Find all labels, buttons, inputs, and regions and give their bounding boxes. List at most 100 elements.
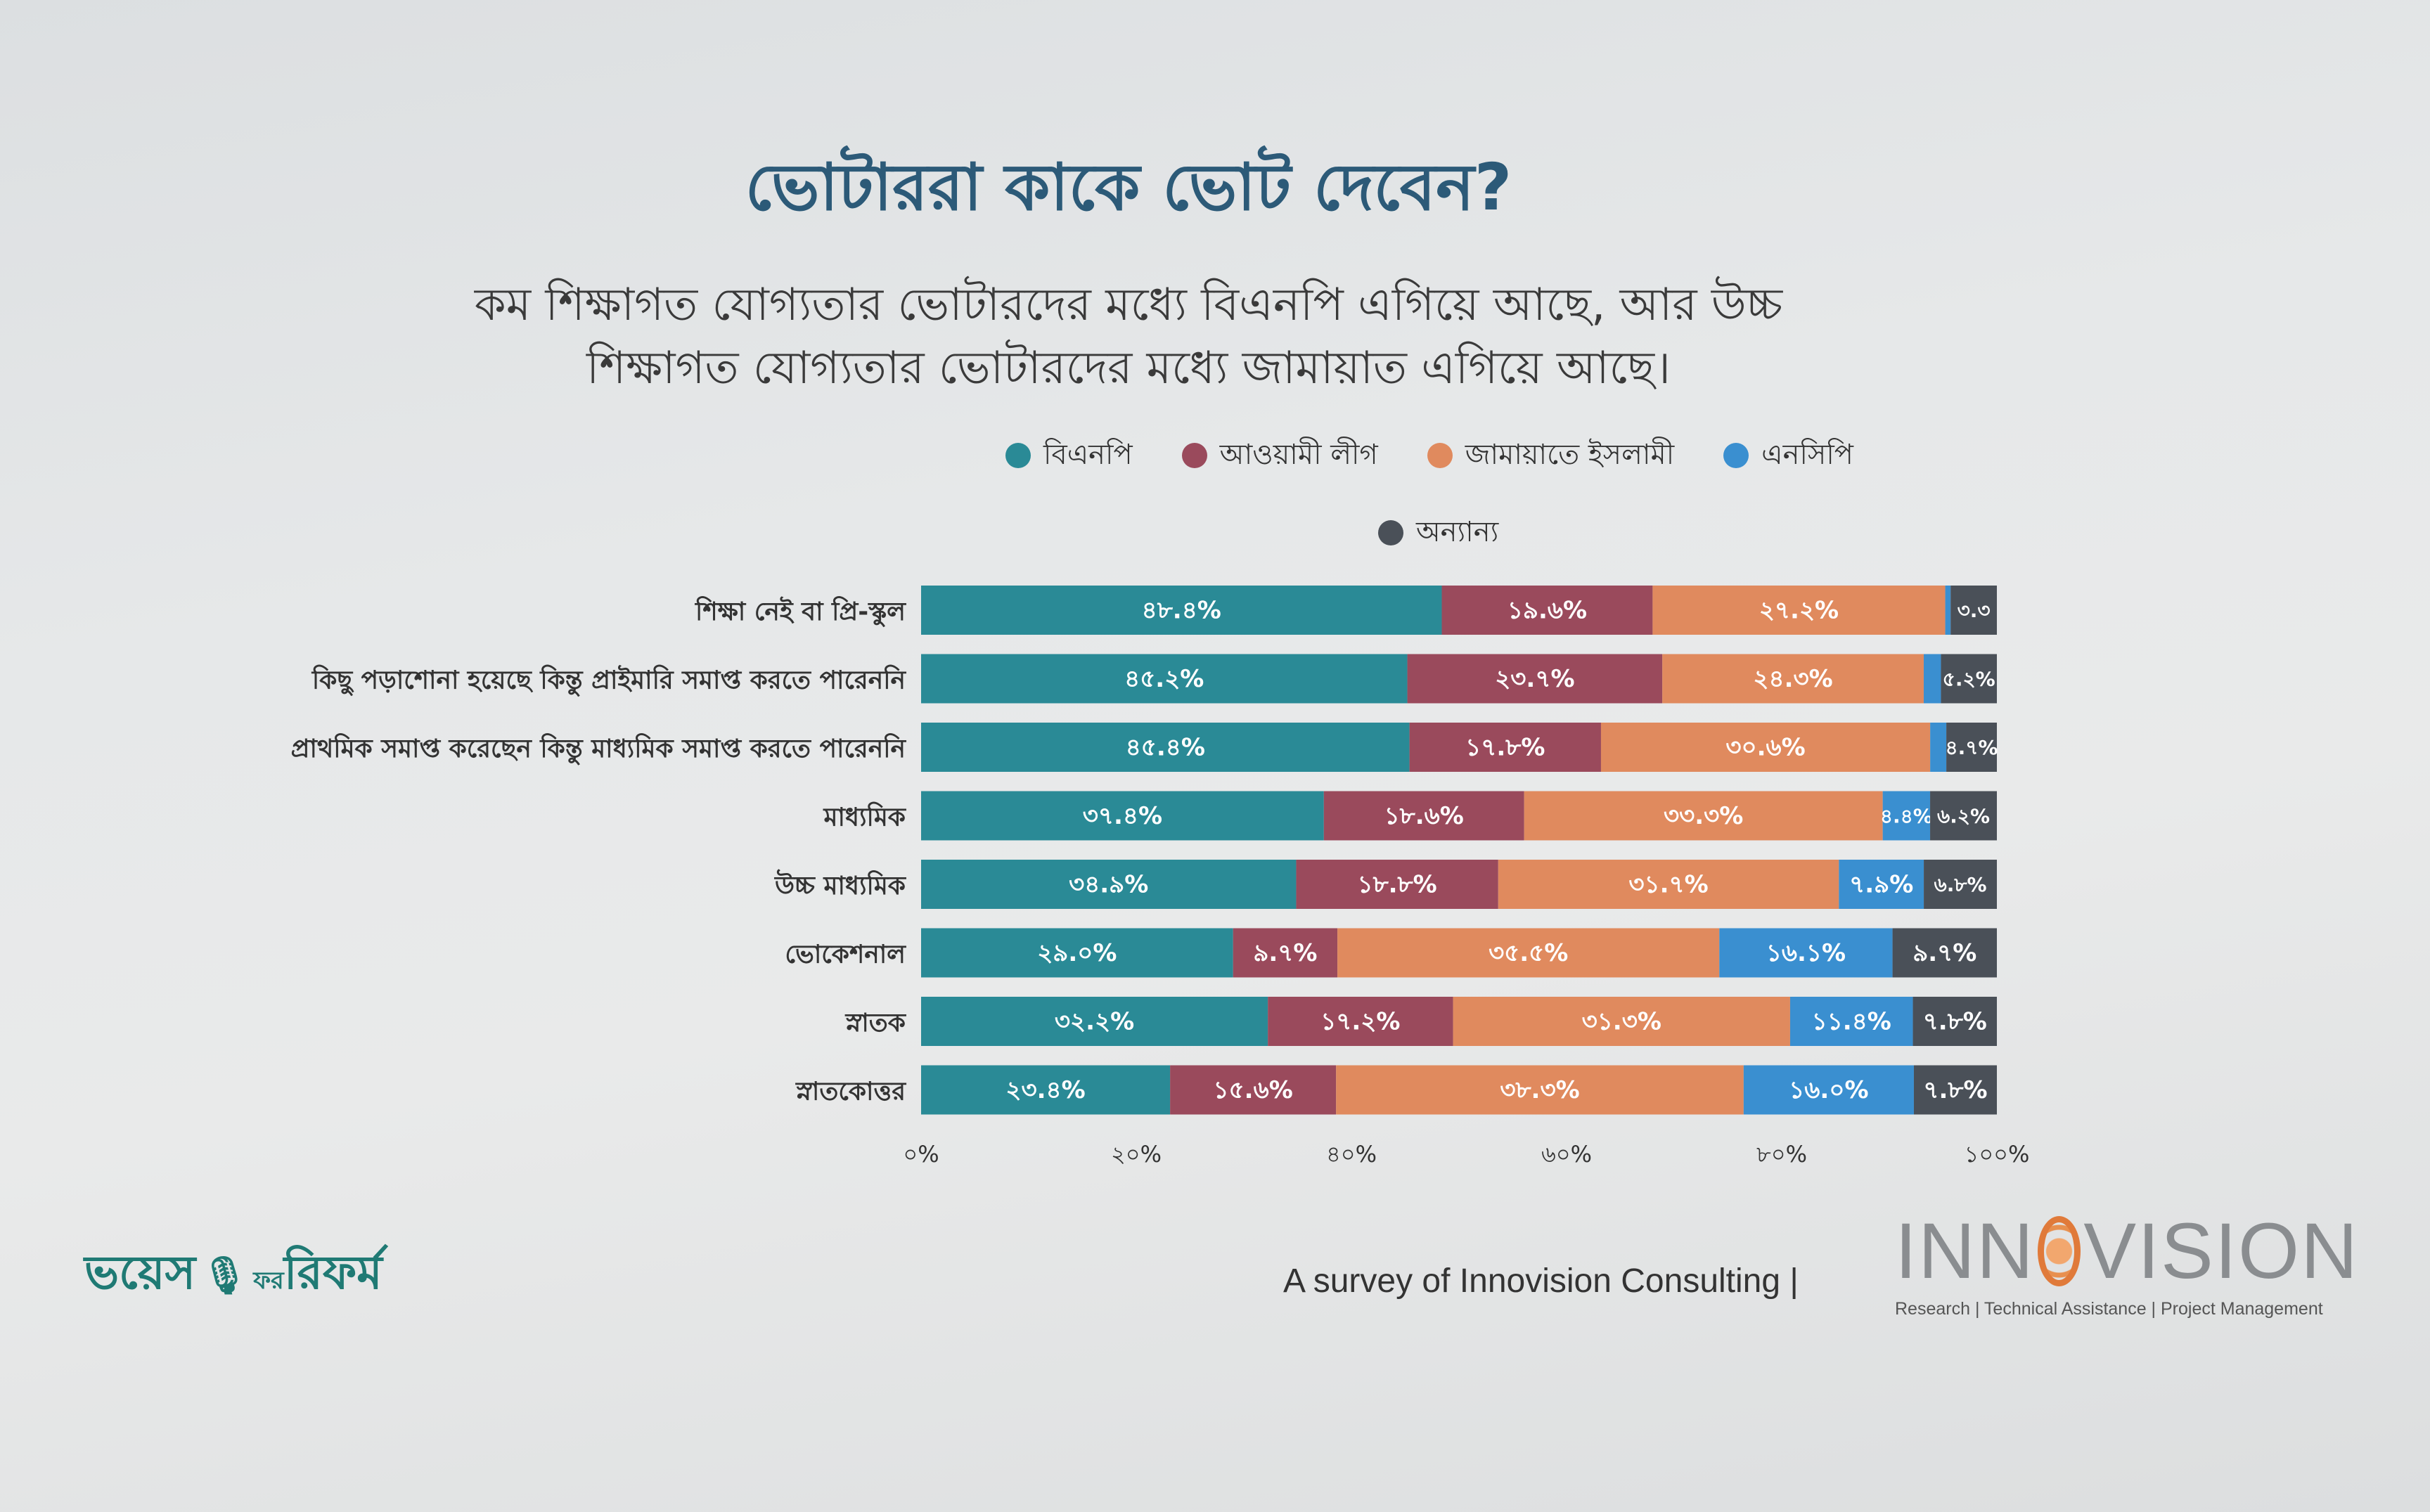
data-label-4-1: ১৮.৮% bbox=[1358, 871, 1437, 899]
brand-tagline: Research | Technical Assistance | Projec… bbox=[1895, 1299, 2323, 1319]
bar-segment-3-4 bbox=[1930, 791, 1997, 841]
category-label-5: ভোকেশনাল bbox=[785, 941, 906, 969]
data-label-3-3: ৪.৪% bbox=[1880, 805, 1933, 828]
x-tick-label-2: ৪০% bbox=[1326, 1141, 1377, 1168]
bar-segment-4-4 bbox=[1924, 860, 1997, 909]
data-label-3-2: ৩৩.৩% bbox=[1664, 802, 1743, 830]
data-label-4-2: ৩১.৭% bbox=[1628, 871, 1708, 899]
category-label-6: স্নাতক bbox=[844, 1009, 907, 1038]
category-label-2: প্রাথমিক সমাপ্ত করেছেন কিন্তু মাধ্যমিক স… bbox=[291, 733, 907, 765]
chart-subtitle-line-2: শিক্ষাগত যোগ্যতার ভোটারদের মধ্যে জামায়া… bbox=[586, 342, 1671, 394]
legend-item-bnp: বিএনপি bbox=[1005, 432, 1133, 479]
data-label-6-2: ৩১.৩% bbox=[1582, 1008, 1661, 1036]
bar-segment-2-3 bbox=[1930, 723, 1947, 772]
bar-segment-4-0 bbox=[921, 860, 1297, 909]
data-label-6-4: ৭.৮% bbox=[1923, 1008, 1987, 1036]
data-label-2-2: ৩০.৬% bbox=[1725, 734, 1805, 762]
bar-segment-0-3 bbox=[1945, 586, 1951, 635]
category-label-0: শিক্ষা নেই বা প্রি-স্কুল bbox=[694, 596, 906, 628]
category-label-1: কিছু পড়াশোনা হয়েছে কিন্তু প্রাইমারি সম… bbox=[311, 665, 907, 697]
data-label-1-1: ২৩.৭% bbox=[1495, 665, 1574, 693]
logo-text-left: ভয়েস bbox=[84, 1246, 196, 1300]
bar-segment-1-0 bbox=[921, 654, 1408, 704]
data-label-6-0: ৩২.২% bbox=[1055, 1008, 1134, 1036]
legend-swatch-awami-league bbox=[1181, 443, 1207, 468]
data-label-5-3: ১৬.১% bbox=[1766, 939, 1846, 967]
category-label-4: উচ্চ মাধ্যমিক bbox=[773, 869, 907, 900]
data-label-3-0: ৩৭.৪% bbox=[1083, 802, 1162, 830]
bar-segment-4-3 bbox=[1839, 860, 1924, 909]
legend-row-1: বিএনপি আওয়ামী লীগ জামায়াতে ইসলামী এনসি… bbox=[1005, 434, 1853, 477]
data-label-5-2: ৩৫.৫% bbox=[1489, 939, 1568, 967]
bar-segment-5-4 bbox=[1892, 928, 1997, 978]
data-label-0-0: ৪৮.৪% bbox=[1142, 597, 1221, 625]
innovision-logo: INN VISION Research | Technical Assistan… bbox=[1895, 1206, 2359, 1319]
data-label-7-3: ১৬.০% bbox=[1789, 1076, 1868, 1104]
data-label-0-4: ৩.৩ bbox=[1958, 599, 1991, 622]
category-label-7: স্নাতকোত্তর bbox=[795, 1078, 906, 1106]
data-label-4-0: ৩৪.৯% bbox=[1069, 871, 1148, 899]
chart-title: ভোটাররা কাকে ভোট দেবেন? bbox=[745, 150, 1512, 225]
data-label-4-3: ৭.৯% bbox=[1849, 871, 1913, 899]
brand-name-left: INN bbox=[1895, 1207, 2035, 1295]
bar-segment-7-3 bbox=[1743, 1065, 1914, 1115]
bar-segment-1-1 bbox=[1407, 654, 1663, 704]
data-label-1-4: ৫.২% bbox=[1943, 668, 1995, 691]
data-label-0-2: ২৭.২% bbox=[1759, 597, 1839, 625]
bar-segment-7-2 bbox=[1336, 1065, 1744, 1115]
category-label-3: মাধ্যমিক bbox=[822, 802, 906, 832]
bar-segment-3-0 bbox=[921, 791, 1324, 841]
bar-segment-3-3 bbox=[1882, 791, 1931, 841]
data-label-1-0: ৪৫.২% bbox=[1124, 665, 1204, 693]
bar-segment-5-2 bbox=[1337, 928, 1720, 978]
bar-segment-6-2 bbox=[1453, 997, 1790, 1046]
bar-segment-6-3 bbox=[1789, 997, 1913, 1046]
bar-segment-3-2 bbox=[1524, 791, 1883, 841]
bar-segment-0-2 bbox=[1652, 586, 1946, 635]
bar-segment-0-0 bbox=[921, 586, 1442, 635]
data-label-3-4: ৬.২% bbox=[1937, 805, 1990, 828]
data-label-7-1: ১৫.৬% bbox=[1214, 1076, 1293, 1104]
legend-item-ncp: এনসিপি bbox=[1723, 432, 1853, 479]
legend-item-awami-league: আওয়ামী লীগ bbox=[1181, 432, 1378, 479]
data-label-3-1: ১৮.৬% bbox=[1384, 802, 1464, 830]
data-label-2-4: ৪.৭% bbox=[1946, 736, 1998, 759]
data-label-2-0: ৪৫.৪% bbox=[1126, 734, 1205, 762]
data-label-2-1: ১৭.৮% bbox=[1465, 734, 1545, 762]
legend-swatch-bnp bbox=[1005, 443, 1031, 468]
bar-segment-6-0 bbox=[921, 997, 1268, 1046]
bar-segment-1-2 bbox=[1662, 654, 1924, 704]
voice-for-reform-logo: ভয়েস 🎙 ফররিফর্ম bbox=[84, 1237, 382, 1314]
microphone-icon: 🎙 bbox=[201, 1255, 248, 1298]
x-tick-label-0: ০% bbox=[903, 1141, 939, 1168]
bar-segment-2-2 bbox=[1600, 723, 1931, 772]
chart-subtitle-line-1: কম শিক্ষাগত যোগ্যতার ভোটারদের মধ্যে বিএন… bbox=[474, 279, 1783, 331]
data-label-5-4: ৯.৭% bbox=[1912, 939, 1976, 967]
legend-label-awami-league: আওয়ামী লীগ bbox=[1219, 438, 1378, 471]
data-label-4-4: ৬.৮% bbox=[1934, 873, 1986, 896]
x-tick-label-1: ২০% bbox=[1111, 1141, 1162, 1168]
bar-segment-0-4 bbox=[1950, 586, 1997, 635]
bar-segment-0-1 bbox=[1441, 586, 1653, 635]
legend-item-others: অন্যান্য bbox=[1378, 510, 1498, 557]
bar-segment-4-2 bbox=[1498, 860, 1839, 909]
x-tick-label-3: ৬০% bbox=[1541, 1141, 1592, 1168]
data-label-1-2: ২৪.৩% bbox=[1753, 665, 1832, 693]
legend-label-ncp: এনসিপি bbox=[1761, 438, 1853, 471]
legend-label-others: অন্যান্য bbox=[1416, 515, 1499, 548]
data-label-0-1: ১৯.৬% bbox=[1508, 597, 1587, 625]
data-label-5-0: ২৯.০% bbox=[1037, 939, 1117, 967]
bar-segment-5-1 bbox=[1233, 928, 1338, 978]
bar-segment-1-4 bbox=[1941, 654, 1997, 704]
legend-label-bnp: বিএনপি bbox=[1043, 438, 1133, 471]
brand-wordmark: INN VISION bbox=[1895, 1206, 2359, 1296]
bar-segment-2-0 bbox=[921, 723, 1410, 772]
data-label-7-4: ৭.৮% bbox=[1923, 1076, 1987, 1104]
legend-row-2: অন্যান্য bbox=[1378, 512, 1498, 554]
bar-segment-5-0 bbox=[921, 928, 1233, 978]
bar-segment-1-3 bbox=[1923, 654, 1941, 704]
survey-credit: A survey of Innovision Consulting | bbox=[1283, 1262, 1799, 1300]
x-tick-label-5: ১০০% bbox=[1965, 1141, 2030, 1168]
bar-segment-6-4 bbox=[1912, 997, 1997, 1046]
